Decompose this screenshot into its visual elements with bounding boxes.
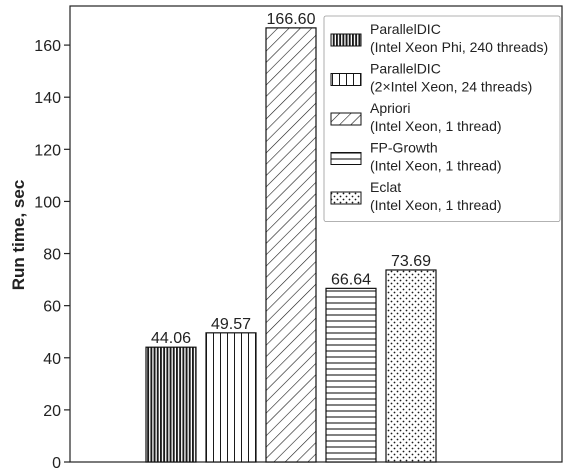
bar (325, 287, 377, 463)
legend-entry-detail: (2×Intel Xeon, 24 threads) (370, 79, 532, 95)
y-axis: 0 20 40 60 80 100 120 140 160 (34, 38, 70, 468)
legend-entry-name: FP-Growth (370, 140, 438, 156)
legend-entry-name: Apriori (370, 100, 410, 116)
legend-entry-detail: (Intel Xeon, 1 thread) (370, 118, 502, 134)
legend: ParallelDIC (Intel Xeon Phi, 240 threads)… (323, 15, 561, 222)
y-tick-label: 120 (34, 142, 61, 159)
legend-swatch (330, 33, 362, 47)
bars-group (145, 27, 437, 463)
y-tick-label: 160 (34, 38, 61, 55)
legend-swatch (330, 152, 362, 165)
y-tick-label: 40 (43, 351, 61, 368)
value-labels-group: 44.06 49.57 166.60 66.64 73.69 (151, 11, 431, 347)
y-tick-label: 80 (43, 247, 61, 264)
legend-entry-detail: (Intel Xeon Phi, 240 threads) (370, 39, 548, 55)
legend-swatch (330, 191, 362, 205)
y-tick-label: 20 (43, 403, 61, 420)
legend-swatch (330, 73, 362, 86)
legend-swatch (330, 112, 362, 126)
bar (145, 346, 197, 463)
bar-value-label: 73.69 (391, 253, 431, 270)
legend-entry-name: ParallelDIC (370, 61, 441, 77)
bar-value-label: 66.64 (331, 271, 371, 288)
legend-entry-detail: (Intel Xeon, 1 thread) (370, 197, 502, 213)
bar (265, 27, 317, 463)
bar-value-label: 166.60 (267, 11, 316, 28)
legend-box (323, 15, 561, 222)
y-tick-label: 100 (34, 194, 61, 211)
y-tick-label: 0 (52, 455, 61, 468)
bar (385, 269, 437, 463)
y-tick-label: 60 (43, 299, 61, 316)
bar-value-label: 49.57 (211, 316, 251, 333)
legend-entry-name: Eclat (370, 179, 401, 195)
bar (205, 332, 257, 463)
y-tick-label: 140 (34, 90, 61, 107)
legend-entry-detail: (Intel Xeon, 1 thread) (370, 158, 502, 174)
bar-value-label: 44.06 (151, 330, 191, 347)
y-axis-label: Run time, sec (9, 180, 28, 291)
legend-entry-name: ParallelDIC (370, 21, 441, 37)
